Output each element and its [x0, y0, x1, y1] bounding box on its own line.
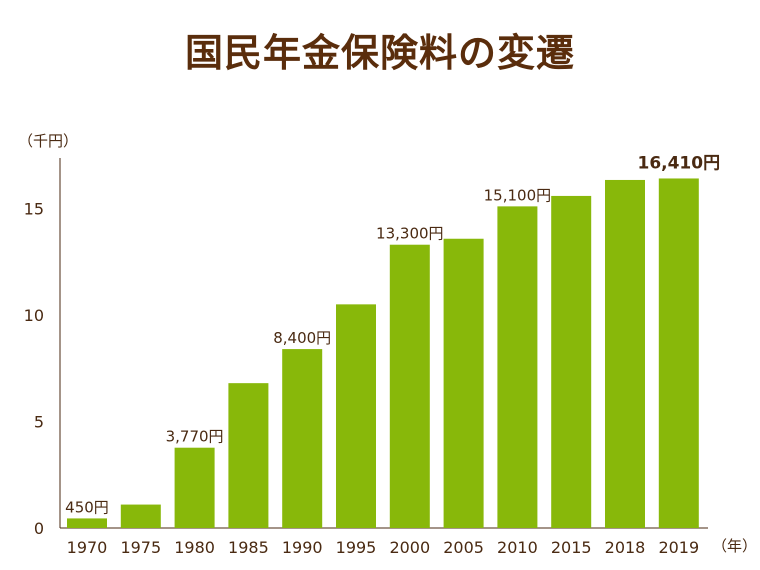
data-label: 8,400円	[273, 329, 331, 347]
bar	[282, 349, 323, 528]
x-tick-label: 1995	[336, 538, 377, 557]
x-tick-label: 2018	[605, 538, 646, 557]
y-tick-label: 5	[34, 413, 44, 432]
bar	[497, 206, 538, 528]
x-tick-label: 1990	[282, 538, 323, 557]
bar	[336, 304, 376, 528]
y-tick-label: 10	[24, 306, 44, 325]
data-label: 13,300円	[376, 225, 444, 243]
x-axis-unit-label: （年）	[712, 537, 758, 555]
x-tick-label: 2019	[658, 538, 699, 557]
bar	[228, 383, 269, 528]
data-label: 16,410円	[637, 153, 720, 173]
bar	[551, 195, 592, 529]
bar	[67, 518, 107, 528]
bar	[658, 178, 699, 529]
x-tick-label: 2000	[389, 538, 430, 557]
bar	[389, 244, 430, 528]
data-label: 450円	[65, 498, 109, 516]
x-tick-label: 2010	[497, 538, 538, 557]
data-label: 3,770円	[166, 428, 224, 446]
bar	[174, 447, 215, 528]
bar	[443, 238, 484, 528]
bar	[120, 504, 161, 528]
y-tick-label: 0	[34, 519, 44, 538]
chart-title: 国民年金保険料の変遷	[184, 31, 575, 75]
x-tick-label: 2015	[551, 538, 592, 557]
x-tick-label: 1980	[174, 538, 215, 557]
y-axis-unit-label: （千円）	[18, 132, 79, 150]
x-tick-label: 1970	[67, 538, 108, 557]
data-label: 15,100円	[484, 186, 552, 204]
y-tick-label: 15	[24, 200, 44, 219]
x-tick-label: 2005	[443, 538, 484, 557]
x-tick-label: 1975	[120, 538, 161, 557]
x-tick-label: 1985	[228, 538, 269, 557]
bar	[605, 179, 645, 528]
